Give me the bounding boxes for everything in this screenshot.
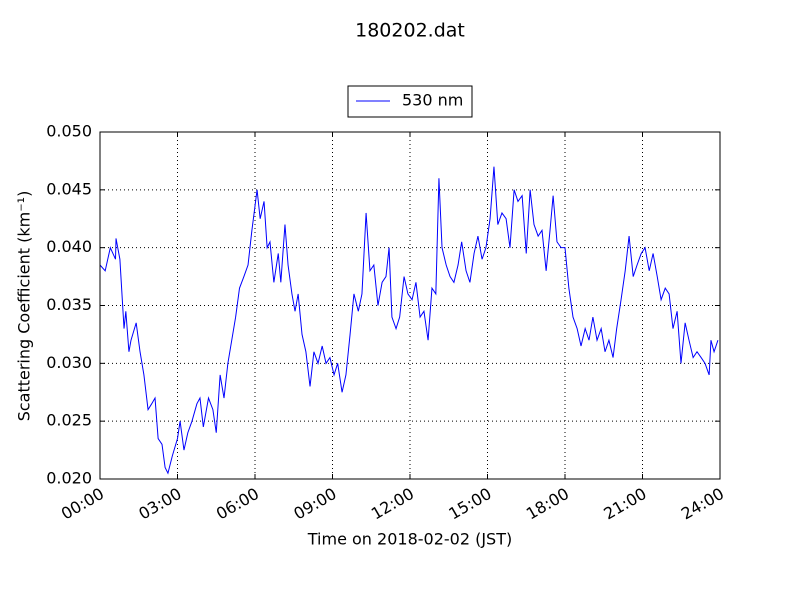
y-axis-label: Scattering Coefficient (km⁻¹) [15, 191, 34, 422]
x-tick-label: 18:00 [523, 484, 572, 524]
legend-label: 530 nm [402, 91, 463, 110]
x-tick-label: 03:00 [135, 484, 184, 524]
x-tick-label: 15:00 [445, 484, 494, 524]
y-tick-label: 0.045 [46, 179, 92, 198]
y-tick-label: 0.030 [46, 353, 92, 372]
y-tick-label: 0.025 [46, 411, 92, 430]
x-tick-label: 12:00 [368, 484, 417, 524]
x-tick-label: 06:00 [213, 484, 262, 524]
data-line [99, 166, 719, 475]
y-tick-label: 0.050 [46, 122, 92, 141]
plot-frame [99, 131, 721, 480]
x-axis-label: Time on 2018-02-02 (JST) [307, 530, 512, 549]
chart-title: 180202.dat [355, 20, 465, 42]
x-tick-label: 00:00 [58, 484, 107, 524]
y-tick-label: 0.040 [46, 237, 92, 256]
x-tick-label: 09:00 [290, 484, 339, 524]
y-tick-label: 0.020 [46, 469, 92, 488]
y-tick-label: 0.035 [46, 295, 92, 314]
x-tick-label: 21:00 [600, 484, 649, 524]
x-tick-label: 24:00 [678, 484, 727, 524]
